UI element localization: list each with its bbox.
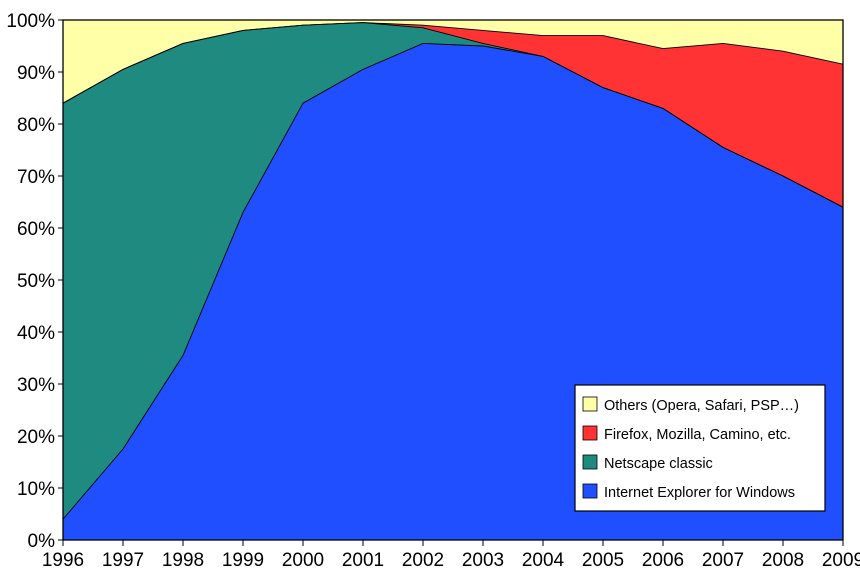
x-tick-label: 1998 [162, 550, 204, 571]
legend-swatch-internet-explorer-for-windows [582, 483, 598, 499]
series-boundaries [62, 22, 844, 520]
x-axis: 1996 1997 1998 1999 2000 2001 2002 2003 2004 2005… [42, 540, 860, 571]
line-top-firefox-mozilla-camino-etc [62, 22, 844, 104]
legend-swatch-others-opera-safari-psp [582, 396, 598, 412]
x-tick-label: 2006 [642, 550, 684, 571]
y-tick-label: 90% [17, 63, 55, 84]
x-tick-label: 2009 [822, 550, 860, 571]
y-tick-label: 60% [17, 219, 55, 240]
y-tick-label: 30% [17, 375, 55, 396]
y-tick-label: 80% [17, 115, 55, 136]
y-tick-label: 0% [28, 531, 56, 552]
x-tick-label: 1996 [42, 550, 84, 571]
legend-label-firefox-mozilla-camino-etc: Firefox, Mozilla, Camino, etc. [604, 427, 791, 443]
area-netscape-classic [63, 22, 843, 520]
y-tick-label: 40% [17, 323, 55, 344]
x-tick-label: 2002 [402, 550, 444, 571]
x-tick-label: 1999 [222, 550, 264, 571]
area-others-opera-safari-psp [63, 20, 843, 104]
legend: Others (Opera, Safari, PSP…) Firefox, Moz… [574, 384, 826, 512]
legend-label-netscape-classic: Netscape classic [604, 456, 713, 472]
legend-swatch-firefox-mozilla-camino-etc [582, 425, 598, 441]
x-tick-label: 2008 [762, 550, 804, 571]
legend-label-internet-explorer-for-windows: Internet Explorer for Windows [604, 485, 795, 501]
y-tick-label: 10% [17, 479, 55, 500]
x-tick-label: 2001 [342, 550, 384, 571]
x-tick-label: 2000 [282, 550, 324, 571]
legend-box [574, 384, 826, 512]
y-axis: 0% 10% 20% 30% 40% 50% 60% 70% 80% 90% 100% [6, 11, 63, 552]
area-firefox-mozilla-camino-etc [63, 22, 843, 208]
y-tick-label: 100% [6, 11, 55, 32]
y-tick-label: 20% [17, 427, 55, 448]
legend-label-others-opera-safari-psp: Others (Opera, Safari, PSP…) [604, 398, 799, 414]
x-tick-label: 2005 [582, 550, 624, 571]
y-tick-label: 50% [17, 271, 55, 292]
x-tick-label: 2003 [462, 550, 504, 571]
y-tick-label: 70% [17, 167, 55, 188]
legend-swatch-netscape-classic [582, 454, 598, 470]
x-tick-label: 2004 [522, 550, 565, 571]
x-tick-label: 2007 [702, 550, 744, 571]
x-tick-label: 1997 [102, 550, 144, 571]
